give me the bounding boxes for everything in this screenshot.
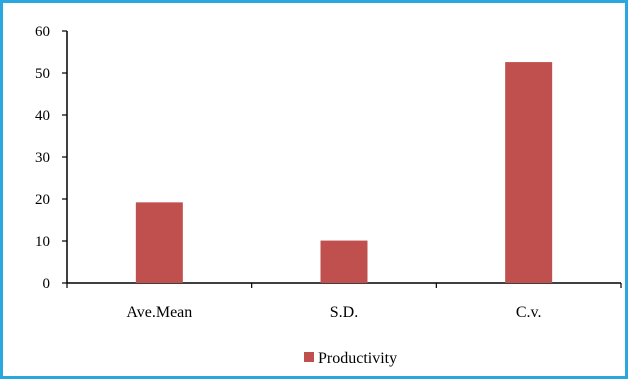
legend-swatch-productivity — [304, 352, 314, 362]
category-labels: Ave.Mean S.D. C.v. — [126, 304, 541, 321]
bar-ave-mean — [135, 202, 183, 283]
y-tick-label: 10 — [35, 234, 50, 250]
category-label: S.D. — [330, 304, 358, 321]
category-label: Ave.Mean — [126, 304, 192, 321]
legend: Productivity — [304, 350, 397, 367]
y-tick-label: 50 — [35, 66, 50, 82]
y-tick-label: 0 — [43, 276, 51, 292]
x-axis — [66, 282, 622, 288]
legend-label-productivity: Productivity — [318, 350, 397, 367]
bar-chart: 0 10 20 30 40 50 60 Ave.Mean S.D. C.v. Productiv… — [35, 24, 622, 367]
y-tick-label: 20 — [35, 192, 50, 208]
y-tick-label: 30 — [35, 150, 50, 166]
bar-c-v — [505, 62, 553, 283]
y-tick-label: 60 — [35, 24, 50, 40]
y-tick-label: 40 — [35, 108, 50, 124]
bars — [135, 62, 553, 283]
y-axis: 0 10 20 30 40 50 60 — [35, 24, 68, 292]
bar-s-d — [320, 240, 368, 283]
category-label: C.v. — [516, 304, 542, 321]
